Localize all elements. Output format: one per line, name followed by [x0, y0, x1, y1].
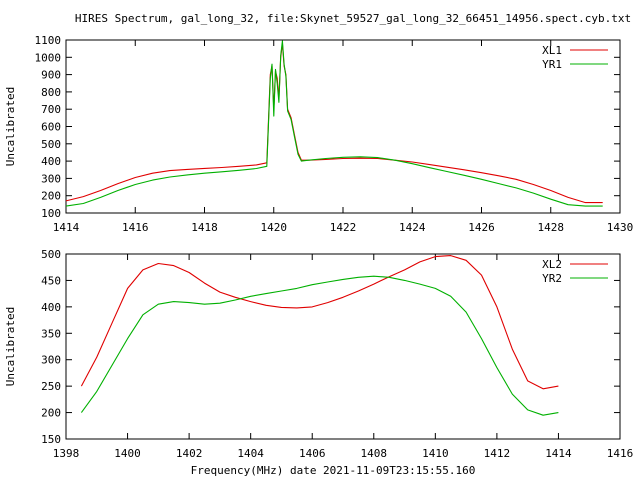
x-tick-label: 1410	[422, 447, 449, 460]
y-tick-label: 800	[41, 86, 61, 99]
x-tick-label: 1420	[261, 221, 288, 234]
y-axis-label: Uncalibrated	[4, 87, 17, 166]
x-tick-label: 1414	[53, 221, 80, 234]
y-tick-label: 150	[41, 433, 61, 446]
y-tick-label: 450	[41, 274, 61, 287]
x-tick-label: 1414	[545, 447, 572, 460]
y-tick-label: 350	[41, 327, 61, 340]
y-tick-label: 400	[41, 155, 61, 168]
x-tick-label: 1404	[237, 447, 264, 460]
plot-frame-0	[65, 39, 621, 214]
x-tick-label: 1426	[468, 221, 495, 234]
x-tick-label: 1406	[299, 447, 326, 460]
x-tick-label: 1416	[122, 221, 149, 234]
x-tick-label: 1422	[330, 221, 357, 234]
y-tick-label: 200	[41, 407, 61, 420]
x-tick-label: 1416	[607, 447, 634, 460]
series-line-yr1	[65, 40, 603, 207]
x-tick-label: 1398	[53, 447, 80, 460]
series-line-xl2	[80, 255, 559, 390]
y-tick-label: 900	[41, 69, 61, 82]
y-tick-label: 700	[41, 103, 61, 116]
y-tick-label: 200	[41, 190, 61, 203]
x-tick-label: 1412	[484, 447, 511, 460]
series-line-yr2	[80, 275, 559, 416]
x-tick-label: 1400	[114, 447, 141, 460]
x-tick-label: 1430	[607, 221, 634, 234]
y-tick-label: 500	[41, 248, 61, 261]
legend-label-yr2: YR2	[542, 272, 562, 285]
x-tick-label: 1402	[176, 447, 203, 460]
x-tick-label: 1408	[361, 447, 388, 460]
y-tick-label: 300	[41, 172, 61, 185]
chart-title: HIRES Spectrum, gal_long_32, file:Skynet…	[75, 12, 631, 25]
plot-frame-1	[65, 253, 621, 440]
y-tick-label: 250	[41, 380, 61, 393]
series-line-xl1	[65, 42, 603, 204]
y-axis-label: Uncalibrated	[4, 307, 17, 386]
y-tick-label: 600	[41, 121, 61, 134]
legend-label-xl2: XL2	[542, 258, 562, 271]
y-tick-label: 300	[41, 354, 61, 367]
y-tick-label: 1100	[35, 34, 62, 47]
legend-label-xl1: XL1	[542, 44, 562, 57]
x-tick-label: 1418	[191, 221, 218, 234]
x-axis-label: Frequency(MHz) date 2021-11-09T23:15:55.…	[191, 464, 476, 477]
y-tick-label: 1000	[35, 51, 62, 64]
y-tick-label: 500	[41, 138, 61, 151]
x-tick-label: 1424	[399, 221, 426, 234]
legend-label-yr1: YR1	[542, 58, 562, 71]
y-tick-label: 400	[41, 301, 61, 314]
y-tick-label: 100	[41, 207, 61, 220]
x-tick-label: 1428	[538, 221, 565, 234]
